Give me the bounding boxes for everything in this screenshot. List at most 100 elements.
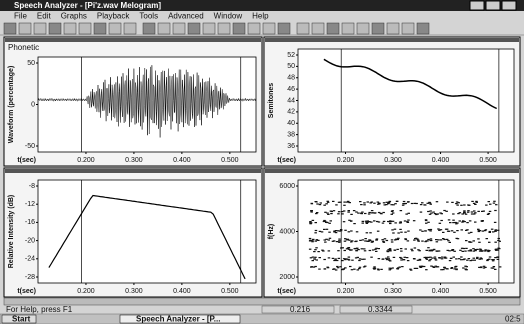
menu-item[interactable]: Edit [37,12,52,21]
spectrogram-speck [375,239,378,240]
tool-button[interactable] [342,23,354,34]
minimize-button[interactable] [470,1,484,10]
maximize-button[interactable] [486,1,500,10]
spectrogram-speck [314,257,317,258]
menu-item[interactable]: Tools [139,12,158,21]
x-axis-label: t(sec) [277,288,296,295]
spectrogram-speck [349,250,352,251]
spectrogram-speck [407,231,410,232]
tool-button[interactable] [124,23,136,34]
tool-button[interactable] [357,23,369,34]
spectrogram-speck [329,238,332,239]
tool-button[interactable] [4,23,16,34]
spectrogram-speck [496,257,499,258]
spectrogram-speck [434,258,437,259]
tool-button[interactable] [387,23,399,34]
spectrogram-speck [406,257,409,258]
spectrogram-speck [463,204,466,205]
spectrogram-speck [489,231,492,232]
x-tick-label: 0.300 [384,288,402,295]
menu-item[interactable]: Help [252,12,269,21]
tool-button[interactable] [233,23,245,34]
spectrogram-speck [392,232,395,233]
spectrogram-speck [425,220,428,221]
tool-button[interactable] [94,23,106,34]
spectrogram-speck [425,257,428,258]
tool-button[interactable] [158,23,170,34]
spectrogram-speck [325,222,328,223]
spectrogram-speck [378,248,381,249]
graph-pane: Semitones525048464442403836t(sec)0.2000.… [264,37,520,166]
tool-button[interactable] [188,23,200,34]
spectrogram-speck [456,230,459,231]
tool-button[interactable] [34,23,46,34]
tool-button[interactable] [79,23,91,34]
close-button[interactable] [502,1,516,10]
spectrogram-speck [381,239,384,240]
spectrogram-speck [348,247,351,248]
spectrogram-speck [420,204,423,205]
tool-button[interactable] [109,23,121,34]
tool-button[interactable] [402,23,414,34]
menu-item[interactable]: Window [214,12,243,21]
spectrogram-speck [330,220,333,221]
spectrogram-speck [399,267,402,268]
spectrogram-speck [419,229,422,230]
tool-button[interactable] [417,23,429,34]
spectrogram-speck [429,202,432,203]
spectrogram-speck [383,221,386,222]
tool-button[interactable] [297,23,309,34]
scrollbar[interactable] [4,298,520,305]
spectrogram-speck [407,201,410,202]
tool-button[interactable] [327,23,339,34]
tool-button[interactable] [372,23,384,34]
spectrogram-speck [359,201,362,202]
tool-button[interactable] [263,23,275,34]
tool-button[interactable] [248,23,260,34]
spectrogram-speck [357,213,360,214]
tool-button[interactable] [173,23,185,34]
tool-button[interactable] [64,23,76,34]
spectrogram-speck [477,238,480,239]
spectrogram-speck [391,267,394,268]
pane-caption [5,169,261,173]
tool-button[interactable] [218,23,230,34]
cursor-end: 0.3344 [368,305,393,314]
spectrogram-speck [362,223,365,224]
spectrogram-speck [414,247,417,248]
spectrogram-speck [457,202,460,203]
spectrogram-speck [359,240,362,241]
spectrogram-speck [323,259,326,260]
spectrogram-speck [341,260,344,261]
menu-item[interactable]: Playback [97,12,130,21]
spectrogram-speck [474,260,477,261]
spectrogram-speck [451,250,454,251]
pane-caption [5,38,261,42]
spectrogram-speck [335,230,338,231]
spectrogram-speck [392,212,395,213]
tool-button[interactable] [312,23,324,34]
y-tick-label: 40 [287,120,295,127]
tool-button[interactable] [278,23,290,34]
tool-button[interactable] [19,23,31,34]
spectrogram-speck [488,201,491,202]
tool-button[interactable] [143,23,155,34]
spectrogram-speck [491,267,494,268]
spectrogram-speck [454,266,457,267]
menu-item[interactable]: Advanced [168,12,204,21]
spectrogram-speck [355,241,358,242]
spectrogram-speck [407,240,410,241]
spectrogram-speck [373,266,376,267]
x-tick-label: 0.500 [479,288,497,295]
spectrogram-speck [339,266,342,267]
tool-button[interactable] [203,23,215,34]
tool-button[interactable] [49,23,61,34]
spectrogram-speck [327,214,330,215]
menu-item[interactable]: File [14,12,27,21]
spectrogram-speck [494,269,497,270]
spectrogram-speck [451,230,454,231]
menu-item[interactable]: Graphs [61,12,87,21]
spectrogram-speck [369,250,372,251]
spectrogram-speck [312,239,315,240]
spectrogram-speck [434,213,437,214]
